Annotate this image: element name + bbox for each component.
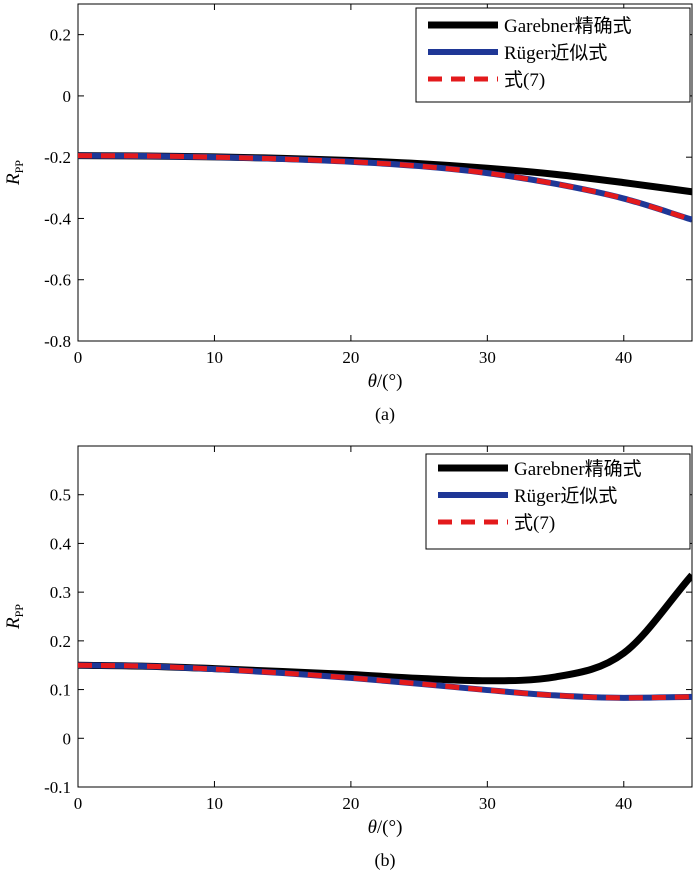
y-axis-title: RPP (3, 160, 26, 186)
series-group (78, 572, 692, 701)
x-axis-title: θ/(°) (368, 817, 403, 838)
y-tick-label: 0.5 (50, 486, 71, 505)
panel-label: (a) (375, 404, 395, 425)
x-axis-variable: θ (368, 371, 377, 392)
x-tick-label: 10 (206, 794, 223, 813)
y-axis-title: RPP (3, 604, 26, 630)
y-axis-subscript: PP (12, 160, 26, 174)
x-axis-title: θ/(°) (368, 371, 403, 392)
x-tick-label: 20 (342, 794, 359, 813)
x-tick-label: 0 (74, 348, 83, 367)
y-axis-variable: R (3, 617, 24, 630)
y-tick-label: 0.2 (50, 26, 71, 45)
legend-entry-label: Garebner精确式 (504, 15, 632, 37)
x-tick-label: 40 (615, 348, 632, 367)
y-tick-label: -0.4 (44, 209, 71, 228)
legend-entry-label: Rüger近似式 (504, 42, 607, 64)
x-tick-label: 0 (74, 794, 83, 813)
x-tick-label: 30 (479, 794, 496, 813)
legend-entry-label: 式(7) (514, 512, 555, 534)
series-group (78, 152, 692, 223)
y-tick-label: 0.1 (50, 681, 71, 700)
panel-label: (b) (375, 850, 396, 871)
y-tick-label: -0.6 (44, 271, 71, 290)
plot-area-frame (77, 445, 693, 788)
x-tick-label: 10 (206, 348, 223, 367)
y-tick-label: 0.3 (50, 583, 71, 602)
y-tick-label: -0.1 (44, 778, 71, 797)
plot-area-frame (77, 3, 693, 342)
y-tick-label: 0 (63, 729, 72, 748)
x-axis-variable: θ (368, 817, 377, 838)
legend-entry-label: 式(7) (504, 69, 545, 91)
series-line-eq7 (78, 153, 692, 223)
chart-panel-b: 0 10 20 30 40-0.100.10.20.30.40.5Garebner精确式… (3, 445, 693, 871)
x-tick-label: 40 (615, 794, 632, 813)
y-tick-label: 0 (63, 87, 72, 106)
x-tick-label: 30 (479, 348, 496, 367)
legend-entry-label: Garebner精确式 (514, 458, 642, 480)
x-tick-label: 20 (342, 348, 359, 367)
x-axis-unit: /(°) (377, 371, 403, 392)
y-tick-label: 0.2 (50, 632, 71, 651)
legend-entry-label: Rüger近似式 (514, 485, 617, 507)
y-tick-label: -0.2 (44, 148, 71, 167)
y-axis-variable: R (3, 173, 24, 186)
y-axis-subscript: PP (12, 604, 26, 618)
chart-panel-a: 0 10 20 30 40 -0.8 -0.6 -0.4 -0.2 0 0.2 Garebner精确式… (3, 3, 693, 425)
y-tick-label: 0.4 (50, 534, 72, 553)
x-axis-unit: /(°) (377, 817, 403, 838)
y-tick-label: -0.8 (44, 332, 71, 351)
series-line-eq7 (78, 662, 692, 701)
